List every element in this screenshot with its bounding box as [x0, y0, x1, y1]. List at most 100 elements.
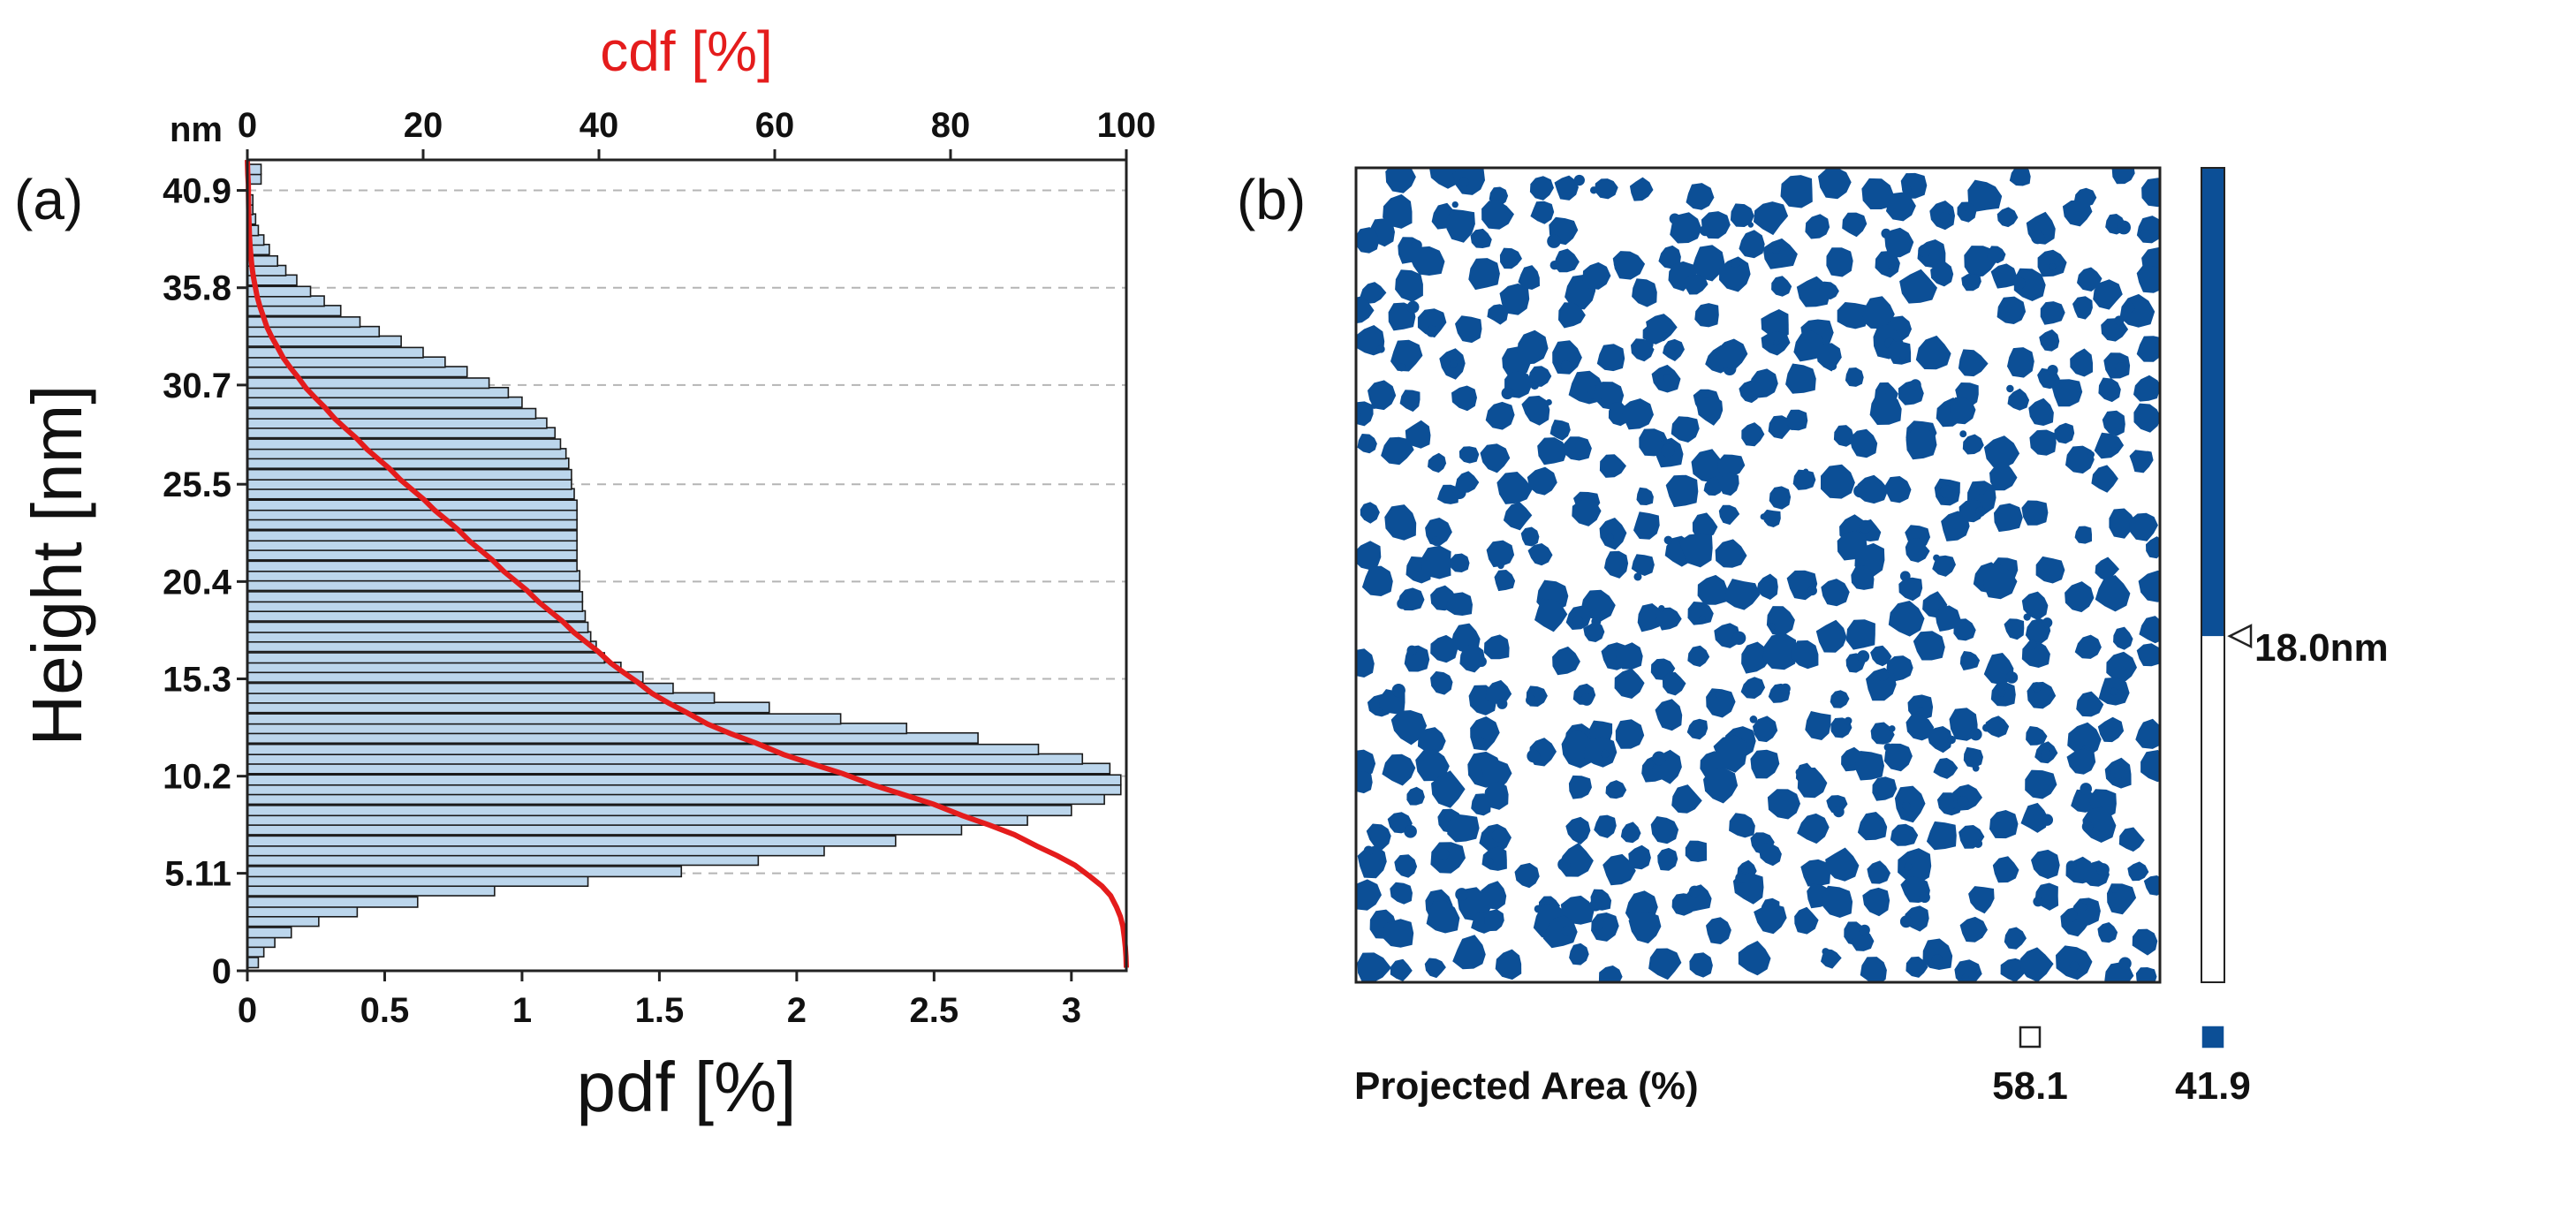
particle	[1870, 645, 1892, 667]
particle-fragment	[2049, 262, 2057, 270]
particle-fragment	[2047, 364, 2058, 376]
pdf-bar	[246, 499, 578, 511]
histogram-chart: 0 5.11 10.2 15.3 20.4 25.5 30.7 35.8 40.9 0 0.5 1 1…	[18, 19, 1155, 1126]
particle	[2065, 445, 2095, 474]
particle	[1646, 314, 1678, 342]
particle	[1565, 816, 1591, 844]
particle-fragment	[1899, 915, 1913, 928]
particle	[1356, 648, 1375, 678]
particle	[1426, 900, 1460, 934]
particle	[2019, 947, 2054, 982]
particle	[1715, 539, 1747, 568]
particle-fragment	[1969, 728, 1982, 741]
particle	[1480, 443, 1511, 473]
particle	[1485, 679, 1512, 705]
particle	[1857, 812, 1888, 841]
white-swatch-icon	[2019, 1026, 2042, 1049]
particle	[1872, 776, 1898, 801]
scale-bar-frame	[2201, 167, 2225, 983]
particle-fragment	[1397, 598, 1408, 610]
particle-fragment	[1606, 534, 1614, 541]
particle	[2143, 875, 2160, 896]
particle	[1691, 449, 1729, 483]
particle	[1603, 550, 1629, 579]
particle-fragment	[2087, 450, 2095, 458]
particle	[1549, 420, 1571, 441]
particle	[1360, 502, 1380, 524]
particle	[1417, 727, 1446, 755]
particle-fragment	[1918, 244, 1931, 257]
particle	[1867, 860, 1890, 884]
particle	[1819, 281, 1839, 299]
particle	[1930, 261, 1954, 287]
particle-fragment	[1599, 398, 1605, 405]
particle	[2062, 200, 2093, 227]
particle	[1719, 256, 1751, 292]
particle	[1450, 553, 1470, 572]
particle-fragment	[1889, 725, 1896, 732]
particle	[1860, 957, 1887, 982]
particle	[1356, 227, 1380, 254]
particle	[1854, 751, 1884, 781]
particle-fragment	[1426, 325, 1438, 337]
cdf-curve	[245, 159, 1129, 968]
particle	[1356, 541, 1382, 571]
y-tick-label: 10.2	[163, 758, 231, 797]
particle	[1845, 619, 1875, 650]
pdf-bar	[246, 652, 606, 664]
particle-fragment	[1822, 948, 1830, 956]
particle-fragment	[1853, 484, 1867, 498]
particle	[2074, 526, 2092, 544]
particle	[1425, 518, 1452, 547]
particle-fragment	[1663, 374, 1671, 382]
x-axis-ticks: 0 0.5 1 1.5 2 2.5 3	[238, 971, 1081, 1030]
particle	[1615, 719, 1645, 749]
particle-fragment	[1769, 623, 1776, 631]
particle	[2029, 429, 2057, 456]
particle	[2127, 861, 2149, 882]
y-unit-label: nm	[170, 110, 223, 149]
particle	[1753, 716, 1778, 743]
particle-fragment	[2006, 384, 2014, 393]
pdf-bar	[246, 743, 1040, 755]
particle	[1662, 671, 1686, 696]
particle	[1636, 487, 1654, 505]
particle	[1792, 469, 1816, 490]
particle	[1989, 460, 2018, 491]
particle	[1898, 848, 1932, 884]
particle-fragment	[1899, 571, 1911, 582]
particle	[2132, 928, 2158, 956]
particle	[1552, 646, 1580, 676]
y-axis-title: Height [nm]	[18, 384, 96, 746]
particle	[1417, 308, 1447, 338]
particle-fragment	[2153, 382, 2160, 392]
particle	[1612, 251, 1646, 280]
particle	[2009, 168, 2031, 186]
particle-fragment	[1735, 872, 1746, 884]
particle	[2007, 347, 2034, 378]
particle	[1730, 203, 1754, 227]
particle	[1487, 304, 1509, 325]
threshold-label: 18.0nm	[2254, 626, 2389, 670]
particle	[1356, 401, 1374, 427]
particle-fragment	[1613, 261, 1620, 268]
particle	[1658, 245, 1681, 269]
particle	[1430, 634, 1458, 663]
particle	[1620, 822, 1641, 844]
particle	[2074, 634, 2102, 659]
particle-fragment	[2023, 613, 2031, 621]
particle-fragment	[1404, 825, 1417, 838]
particle	[2004, 927, 2027, 950]
particle-fragment	[1652, 751, 1666, 766]
particle	[1968, 886, 1995, 914]
pdf-bar	[246, 905, 359, 918]
pdf-bar	[246, 529, 578, 542]
particle	[2118, 827, 2145, 852]
particle-fragment	[1857, 650, 1870, 663]
cdf-tick-label: 40	[580, 106, 619, 145]
particle	[2102, 410, 2125, 436]
particle-fragment	[1931, 954, 1943, 965]
threshold-map	[1354, 166, 2162, 984]
particle	[1514, 862, 1540, 889]
